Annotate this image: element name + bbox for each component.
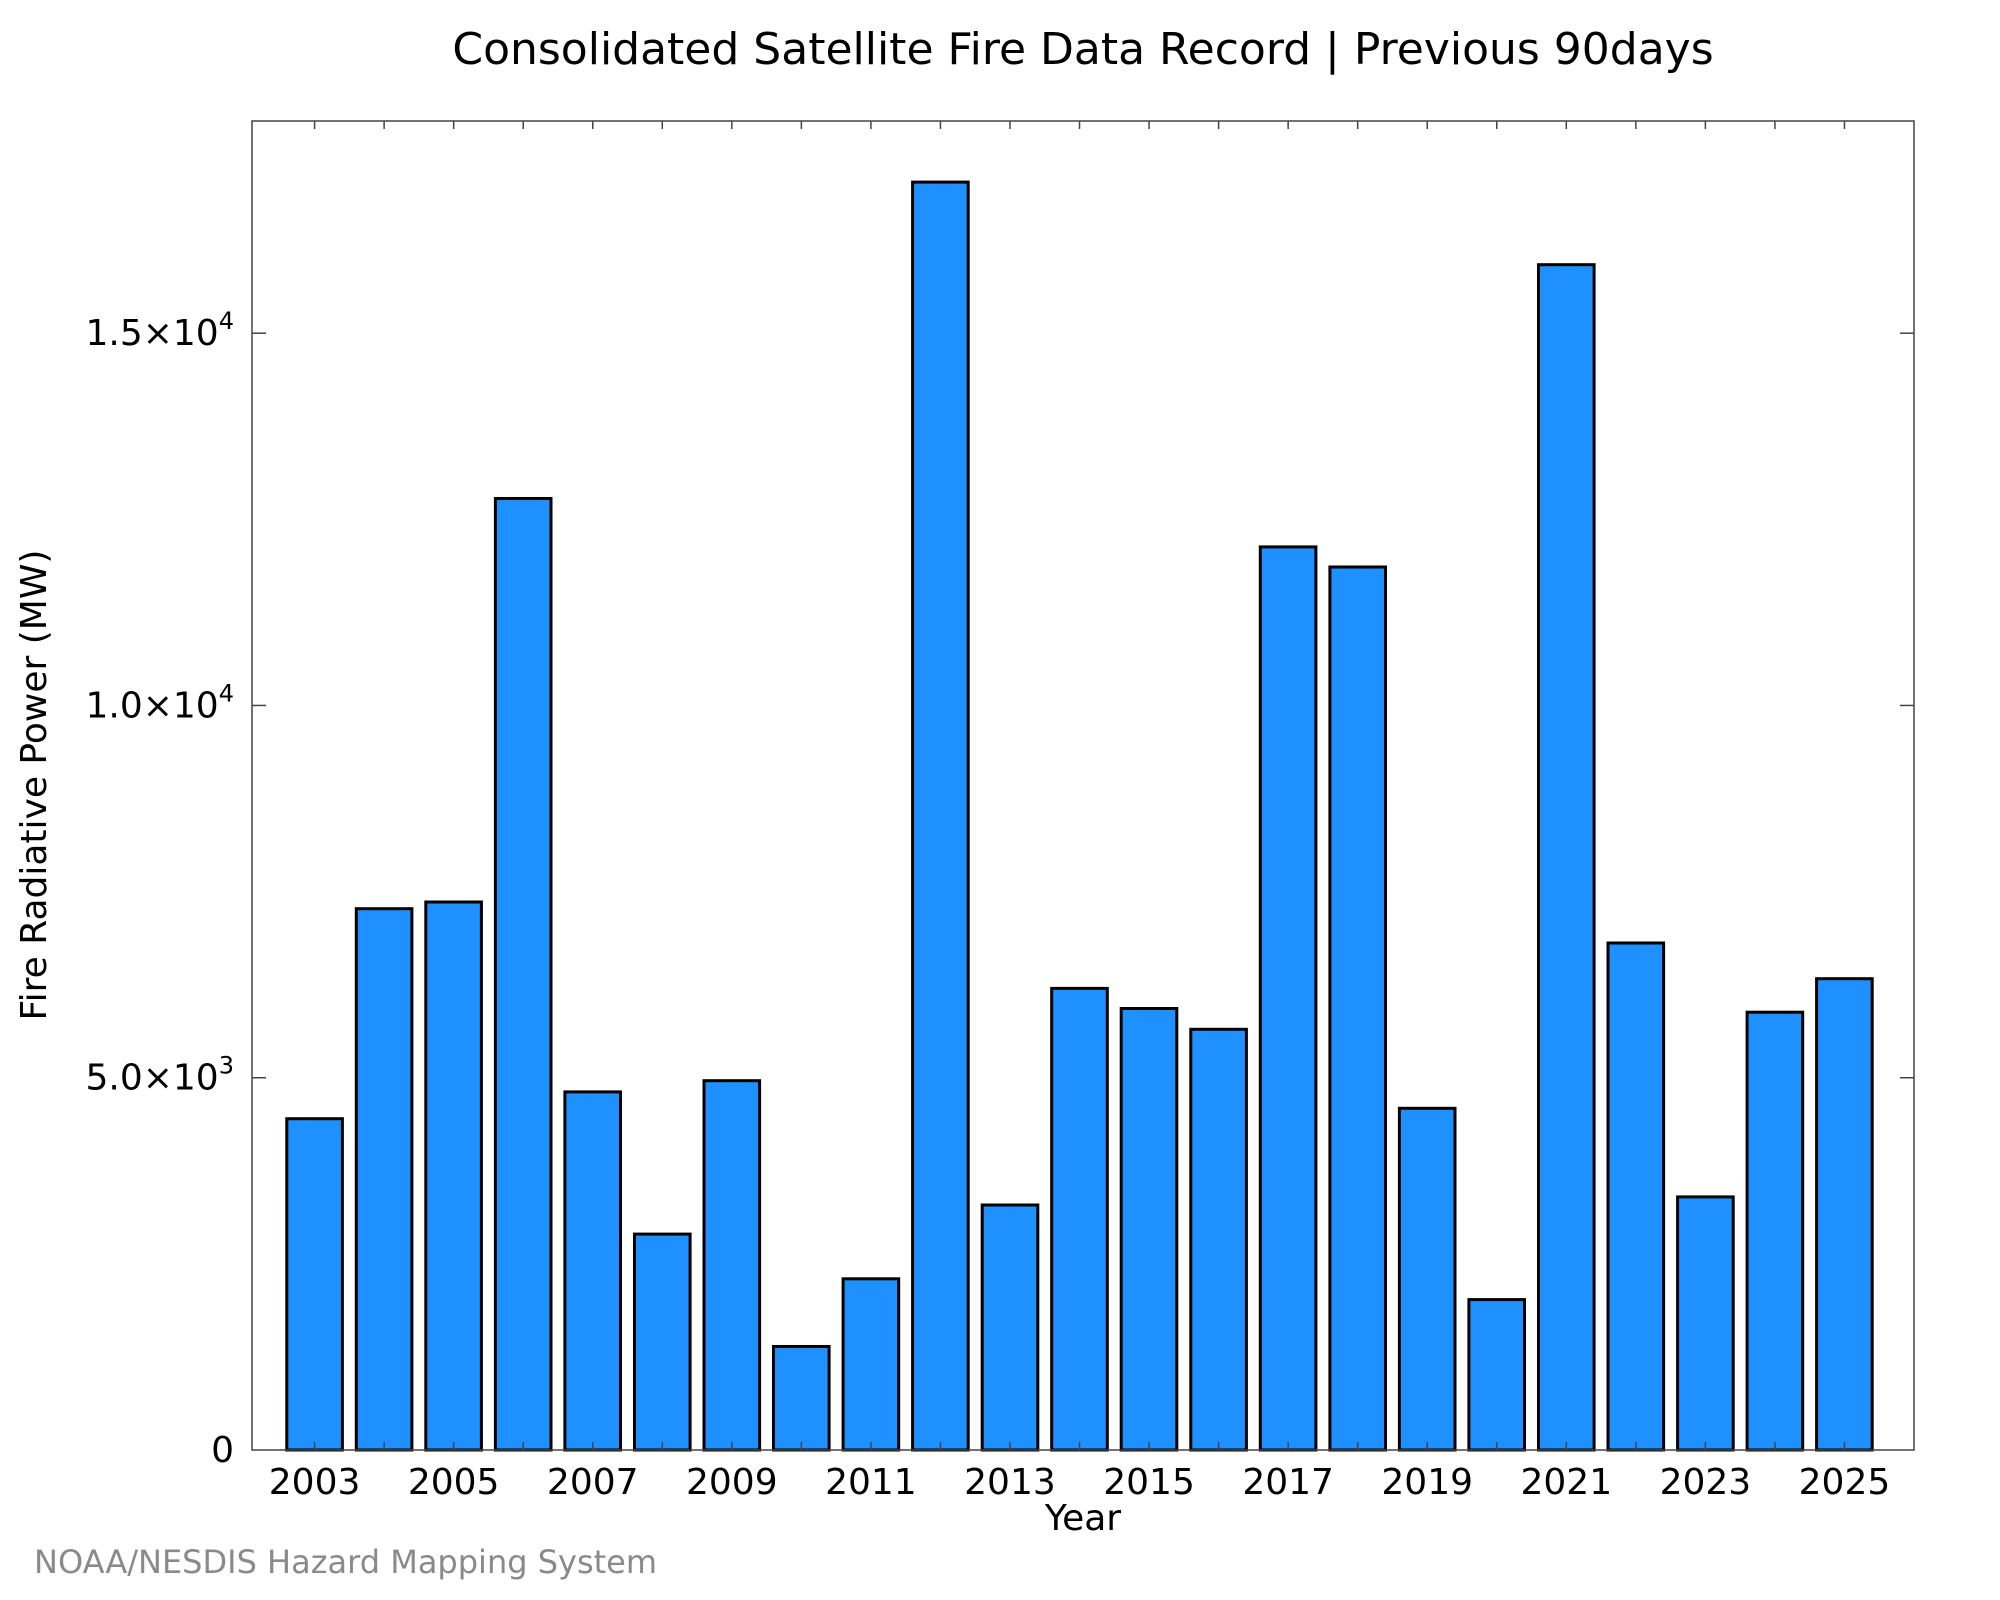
bar-2007 <box>563 1090 623 1452</box>
x-tick-label-2005: 2005 <box>408 1462 500 1503</box>
bar-2024 <box>1745 1010 1805 1452</box>
x-tick-label-2025: 2025 <box>1799 1462 1891 1503</box>
y-tick-label-5000: 5.0×103 <box>85 1052 234 1099</box>
bar-2013 <box>980 1203 1040 1452</box>
bar-2014 <box>1050 986 1109 1452</box>
bar-2021 <box>1537 263 1596 1452</box>
bar-2015 <box>1119 1007 1179 1452</box>
x-tick-label-2019: 2019 <box>1381 1462 1473 1503</box>
x-tick-label-2011: 2011 <box>825 1462 917 1503</box>
bar-2010 <box>772 1345 831 1452</box>
x-axis-label: Year <box>1044 1498 1121 1539</box>
bar-2004 <box>354 907 414 1452</box>
y-axis-ticks: 0 5.0×103 1.0×104 1.5×104 <box>85 307 1914 1471</box>
bar-2016 <box>1189 1027 1248 1452</box>
y-tick-label-0: 0 <box>211 1430 234 1471</box>
y-tick-label-15000: 1.5×104 <box>85 307 234 354</box>
chart-title: Consolidated Satellite Fire Data Record … <box>452 24 1713 75</box>
bar-2006 <box>493 497 553 1452</box>
bar-2019 <box>1397 1106 1457 1452</box>
x-tick-label-2015: 2015 <box>1103 1462 1195 1503</box>
bars-group <box>285 180 1874 1452</box>
bar-2018 <box>1328 565 1388 1452</box>
y-axis-label: Fire Radiative Power (MW) <box>14 550 55 1021</box>
x-tick-label-2017: 2017 <box>1242 1462 1334 1503</box>
bar-2011 <box>841 1277 901 1452</box>
y-tick-label-10000: 1.0×104 <box>85 679 234 726</box>
x-axis-ticks: 2003 2005 2007 2009 2011 2013 2015 2017 2019 2021… <box>269 121 1890 1503</box>
x-tick-label-2007: 2007 <box>547 1462 639 1503</box>
bar-2022 <box>1606 941 1666 1452</box>
x-tick-label-2009: 2009 <box>686 1462 778 1503</box>
bar-2009 <box>702 1079 762 1452</box>
x-tick-label-2003: 2003 <box>269 1462 361 1503</box>
bar-2023 <box>1676 1195 1735 1452</box>
x-tick-label-2023: 2023 <box>1660 1462 1752 1503</box>
bar-2003 <box>285 1117 344 1452</box>
x-tick-label-2021: 2021 <box>1520 1462 1612 1503</box>
bar-2025 <box>1815 977 1874 1452</box>
x-tick-label-2013: 2013 <box>964 1462 1056 1503</box>
bar-2017 <box>1258 545 1318 1452</box>
plot-frame <box>251 120 1915 1451</box>
bar-2005 <box>424 900 483 1452</box>
credit-text: NOAA/NESDIS Hazard Mapping System <box>34 1543 657 1581</box>
bar-2020 <box>1467 1298 1527 1452</box>
bar-2008 <box>633 1232 692 1452</box>
bar-2012 <box>911 180 970 1452</box>
